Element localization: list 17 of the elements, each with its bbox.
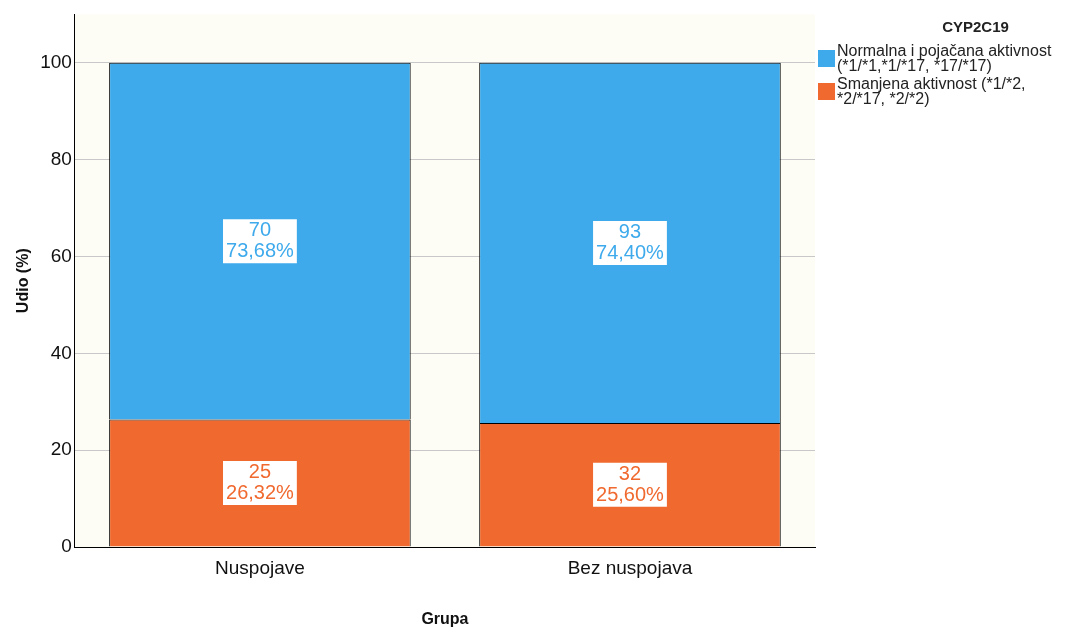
data-label: 32 25,60% <box>596 461 665 505</box>
x-tick-label: Nuspojave <box>215 556 305 578</box>
legend-label: Smanjena aktivnost (*1/*2, *2/*17, *2/*2) <box>837 75 1027 107</box>
y-tick-label: 60 <box>50 244 72 266</box>
y-axis-title: Udio (%) <box>14 248 32 314</box>
x-tick-label: Bez nuspojava <box>567 556 693 578</box>
legend-title: CYP2C19 <box>941 18 1010 35</box>
y-tick-label: 20 <box>50 438 72 460</box>
y-tick-label: 100 <box>40 51 72 73</box>
y-tick-label: 80 <box>50 147 72 169</box>
legend-label: Normalna i pojačana aktivnost (*1/*1,*1/*17, *17/*17) <box>837 42 1053 74</box>
y-tick-label: 0 <box>61 535 72 557</box>
data-label: 25 26,32% <box>226 460 295 504</box>
data-label: 93 74,40% <box>596 219 665 263</box>
y-tick-label: 40 <box>50 341 72 363</box>
x-axis-title: Grupa <box>421 609 469 627</box>
data-label: 70 73,68% <box>226 218 295 262</box>
